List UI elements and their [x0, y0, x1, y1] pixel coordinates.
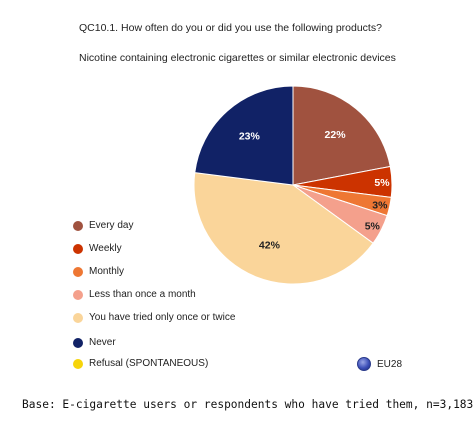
legend-swatch	[73, 312, 83, 323]
legend-swatch	[73, 289, 83, 300]
legend-item: Less than once a month	[73, 289, 196, 300]
legend-swatch	[73, 266, 83, 277]
slice-label: 3%	[372, 199, 388, 211]
legend-label: Never	[89, 337, 116, 348]
base-note: Base: E-cigarette users or respondents w…	[22, 398, 474, 411]
eu-label: EU28	[377, 358, 403, 370]
eu-indicator: EU28	[357, 357, 402, 371]
slice-label: 5%	[374, 177, 390, 189]
legend-swatch	[73, 220, 83, 231]
legend-item: Monthly	[73, 266, 124, 277]
legend-swatch	[73, 358, 83, 369]
legend-item: Weekly	[73, 243, 122, 254]
chart-subtitle: Nicotine containing electronic cigarette…	[79, 52, 396, 64]
slice-label: 23%	[239, 130, 261, 142]
question-text: QC10.1. How often do you or did you use …	[79, 22, 382, 34]
slice-label: 22%	[325, 129, 347, 141]
legend-swatch	[73, 337, 83, 348]
globe-icon	[357, 357, 371, 371]
legend-item: Every day	[73, 220, 133, 231]
legend-label: Weekly	[89, 243, 122, 254]
legend-label: Every day	[89, 220, 134, 231]
slice-label: 5%	[365, 220, 381, 232]
legend-item: You have tried only once or twice	[73, 312, 235, 323]
legend-item: Refusal (SPONTANEOUS)	[73, 358, 208, 369]
legend-label: Refusal (SPONTANEOUS)	[89, 358, 209, 369]
pie-slice-every-day	[292, 85, 391, 186]
legend-swatch	[73, 243, 83, 254]
legend-label: You have tried only once or twice	[89, 312, 236, 323]
slice-label: 42%	[259, 240, 281, 252]
pie-slice-you-have-tried-only-once-or-twice	[193, 172, 374, 285]
legend-item: Never	[73, 337, 116, 348]
legend-label: Monthly	[89, 266, 125, 277]
pie-slice-never	[194, 85, 294, 186]
legend-label: Less than once a month	[89, 289, 196, 300]
